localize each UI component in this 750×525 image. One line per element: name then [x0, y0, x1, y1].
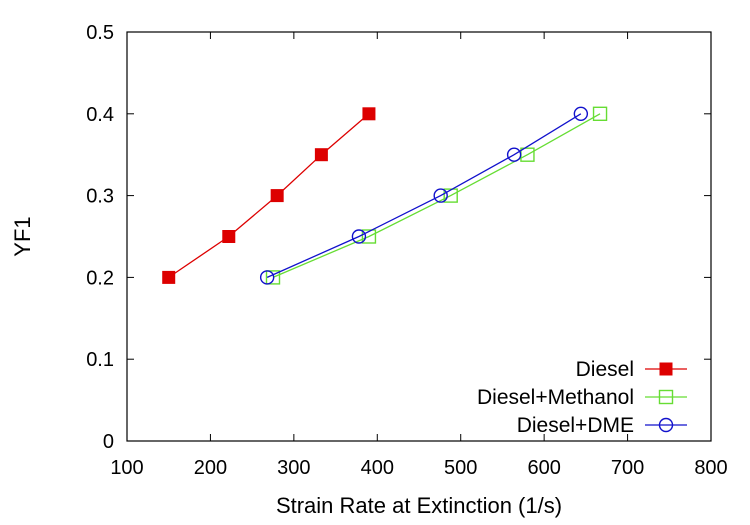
y-tick-label: 0.4 [86, 104, 114, 126]
data-point [506, 147, 522, 162]
legend-marker [658, 389, 674, 405]
plot-frame [126, 31, 712, 442]
axes: 100 200 300 400 500 600 700 800 0 0.1 0.2 0.3 0.4 0.5 [86, 22, 728, 479]
x-tick-label: 600 [527, 457, 560, 479]
legend-label: Diesel+Methanol [477, 386, 634, 409]
series-line [168, 113, 370, 278]
x-tick-label: 800 [694, 457, 727, 479]
data-point [592, 106, 608, 122]
x-tick-label: 700 [611, 457, 644, 479]
legend-label: Diesel [576, 358, 634, 381]
series-diesel-dme [259, 106, 589, 285]
data-point [270, 189, 284, 203]
legend-item: Diesel+DME [517, 414, 687, 437]
data-point [265, 270, 281, 285]
legend: Diesel Diesel+Methanol Diesel+DME [477, 358, 687, 437]
x-tick-label: 400 [361, 457, 394, 479]
x-axis-label: Strain Rate at Extinction (1/s) [276, 493, 562, 518]
x-tick-label: 300 [277, 457, 310, 479]
series-diesel [162, 107, 376, 284]
data-point [433, 188, 448, 203]
legend-label: Diesel+DME [517, 414, 634, 437]
series-line [272, 113, 601, 278]
legend-item: Diesel+Methanol [477, 386, 687, 409]
series-diesel-methanol [265, 106, 608, 285]
x-tick-label: 200 [194, 457, 227, 479]
data-point [259, 270, 275, 285]
series-layer [162, 106, 608, 285]
data-point [443, 188, 458, 203]
y-tick-label: 0 [103, 431, 114, 453]
y-tick-label: 0.3 [86, 186, 114, 208]
x-tick-label: 500 [444, 457, 477, 479]
data-point [351, 229, 367, 244]
y-tick-label: 0.2 [86, 267, 114, 289]
x-tick-label: 100 [110, 457, 143, 479]
data-point [361, 229, 377, 244]
data-point [314, 148, 328, 162]
y-axis-label: YF1 [10, 216, 35, 256]
y-tick-label: 0.5 [86, 22, 114, 44]
data-point [573, 106, 589, 122]
legend-marker [658, 417, 674, 433]
legend-item: Diesel [576, 358, 687, 381]
legend-marker [659, 362, 673, 376]
y-tick-label: 0.1 [86, 349, 114, 371]
data-point [162, 270, 176, 284]
data-point [362, 107, 376, 121]
data-point [222, 230, 236, 243]
series-line [266, 113, 582, 278]
